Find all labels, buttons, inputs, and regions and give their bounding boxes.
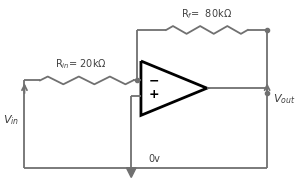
Text: +: + [149,89,159,102]
Text: R$_f$=  80kΩ: R$_f$= 80kΩ [182,7,232,21]
Text: 0v: 0v [149,154,161,164]
Polygon shape [126,168,136,177]
Text: R$_{in}$= 20kΩ: R$_{in}$= 20kΩ [55,57,106,71]
Text: V$_{in}$: V$_{in}$ [3,113,20,127]
Text: V$_{out}$: V$_{out}$ [273,92,296,106]
Text: −: − [149,75,159,88]
